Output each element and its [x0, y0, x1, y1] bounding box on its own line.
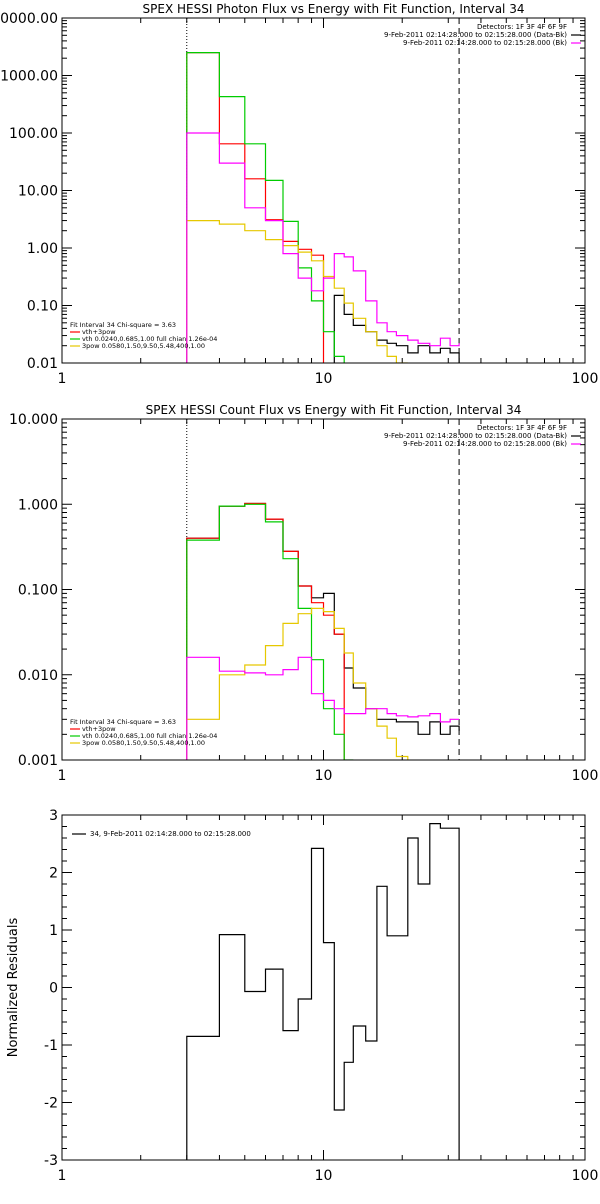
chart-panel-2: SPEX HESSI Count Flux vs Energy with Fit… — [9, 403, 598, 784]
chart-title: SPEX HESSI Count Flux vs Energy with Fit… — [146, 403, 522, 417]
series-group — [186, 52, 460, 363]
info-text: Detectors: 1F 3F 4F 6F 9F — [477, 23, 567, 31]
info-text: 9-Feb-2011 02:14:28.000 to 02:15:28.000 … — [403, 39, 567, 47]
chart-panel-3: 1 10 100 -3 -2 -1 0 1 2 3 Normalized Residuals 34, … — [6, 808, 598, 1184]
series-line-5 — [186, 656, 460, 760]
info-text: Detectors: 1F 3F 4F 6F 9F — [477, 424, 567, 432]
y-tick-label: 0.010 — [18, 668, 58, 684]
y-tick-label: 2 — [49, 866, 58, 882]
legend-label: 3pow 0.0580,1.50,9.50,5.48,400,1.00 — [82, 342, 205, 350]
info-text: 9-Feb-2011 02:14:28.000 to 02:15:28.000 … — [384, 31, 567, 39]
chart-title: SPEX HESSI Photon Flux vs Energy with Fi… — [143, 2, 525, 16]
x-tick-label: 100 — [572, 371, 599, 387]
plot-frame — [61, 17, 586, 364]
series-group — [186, 823, 460, 1160]
legend-label: vth 0.0240,0.685,1.00 full chian 1.26e-0… — [82, 335, 217, 343]
y-tick-label: 1.000 — [18, 497, 58, 513]
x-tick-label: 10 — [315, 371, 333, 387]
legend-label: Fit Interval 34 Chi-square = 3.63 — [70, 718, 176, 726]
y-tick-label: 0.10 — [27, 299, 58, 315]
y-tick-label: 0.100 — [18, 583, 58, 599]
y-tick-label: 0.001 — [18, 753, 58, 769]
legend-label: 3pow 0.0580,1.50,9.50,5.48,400,1.00 — [82, 739, 205, 747]
x-tick-label: 1 — [58, 371, 67, 387]
info-text: 9-Feb-2011 02:14:28.000 to 02:15:28.000 … — [403, 440, 567, 448]
legend-label: Fit Interval 34 Chi-square = 3.63 — [70, 321, 176, 329]
y-tick-label: 1 — [49, 923, 58, 939]
x-tick-label: 1 — [58, 768, 67, 784]
plot-frame — [61, 814, 586, 1161]
x-tick-label: 10 — [315, 1168, 333, 1184]
y-tick-label: 0.01 — [27, 356, 58, 372]
series-line-4 — [186, 607, 409, 760]
y-tick-label: 3 — [49, 808, 58, 824]
x-tick-label: 1 — [58, 1168, 67, 1184]
y-tick-label: 10000.00 — [0, 11, 58, 27]
legend-label: vth+3pow — [82, 725, 116, 733]
y-axis-label: Normalized Residuals — [6, 918, 21, 1058]
y-tick-label: 100.00 — [9, 126, 58, 142]
series-line-3 — [186, 503, 354, 760]
series-line-1 — [186, 823, 460, 1160]
series-group — [186, 502, 460, 760]
chart-panel-1: SPEX HESSI Photon Flux vs Energy with Fi… — [0, 2, 598, 387]
plot-frame — [61, 418, 586, 761]
y-tick-label: 1.00 — [27, 241, 58, 257]
x-tick-label: 100 — [572, 1168, 599, 1184]
x-tick-label: 100 — [572, 768, 599, 784]
legend-label: vth 0.0240,0.685,1.00 full chian 1.26e-0… — [82, 732, 217, 740]
info-text: 9-Feb-2011 02:14:28.000 to 02:15:28.000 … — [384, 432, 567, 440]
x-tick-label: 10 — [315, 768, 333, 784]
y-tick-label: -1 — [44, 1038, 58, 1054]
series-line-5 — [186, 132, 460, 363]
series-line-4 — [186, 220, 408, 363]
y-tick-label: 10.000 — [9, 412, 58, 428]
y-tick-label: 1000.00 — [0, 69, 58, 85]
y-tick-label: -3 — [44, 1153, 58, 1169]
series-line-3 — [186, 52, 345, 363]
legend-label: 34, 9-Feb-2011 02:14:28.000 to 02:15:28.… — [90, 830, 251, 838]
y-tick-label: -2 — [44, 1096, 58, 1112]
y-tick-label: 10.00 — [18, 184, 58, 200]
y-tick-label: 0 — [49, 981, 58, 997]
legend-label: vth+3pow — [82, 328, 116, 336]
